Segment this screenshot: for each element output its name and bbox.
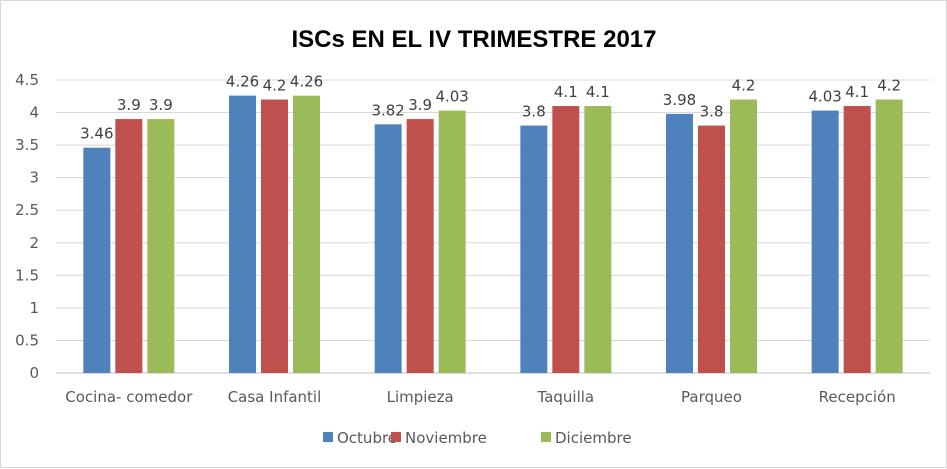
bar-octubre [374, 124, 402, 373]
y-tick-label: 1 [29, 299, 39, 317]
bar-octubre [811, 110, 839, 373]
data-label: 4.2 [263, 77, 287, 95]
y-tick-label: 1.5 [15, 266, 39, 284]
y-tick-label: 2 [29, 234, 39, 252]
bar-noviembre [698, 125, 725, 373]
data-label: 3.98 [663, 91, 696, 109]
bar-diciembre [438, 110, 466, 373]
data-label: 3.9 [149, 96, 173, 114]
bar-octubre [83, 147, 111, 373]
legend-label: Octubre [337, 429, 397, 447]
y-tick-label: 3 [29, 169, 39, 187]
bar-octubre [229, 95, 256, 374]
data-label: 3.82 [371, 101, 404, 119]
bar-diciembre [875, 99, 903, 374]
data-label: 4.1 [845, 83, 869, 101]
data-label: 3.8 [522, 103, 546, 121]
bar-octubre [520, 125, 548, 373]
x-tick-label: Recepción [819, 388, 896, 406]
data-label: 4.26 [290, 73, 323, 91]
bar-noviembre [115, 119, 143, 373]
data-label: 4.2 [732, 77, 756, 95]
y-tick-label: 4 [29, 104, 39, 122]
y-tick-label: 4.5 [15, 71, 39, 89]
bar-noviembre [406, 119, 434, 373]
bar-diciembre [147, 119, 175, 373]
legend-swatch-diciembre [541, 432, 551, 442]
y-tick-label: 0 [29, 364, 39, 382]
bar-noviembre [552, 106, 580, 374]
x-tick-label: Parqueo [681, 388, 742, 406]
legend-swatch-noviembre [391, 432, 401, 442]
data-label: 4.03 [435, 88, 468, 106]
data-label: 3.9 [408, 96, 432, 114]
x-tick-label: Casa Infantil [228, 388, 322, 406]
data-label: 3.46 [80, 125, 113, 143]
data-label: 4.1 [554, 83, 578, 101]
y-tick-label: 3.5 [15, 136, 39, 154]
y-tick-label: 0.5 [15, 331, 39, 349]
x-tick-label: Cocina- comedor [65, 388, 193, 406]
bar-diciembre [730, 99, 757, 374]
x-tick-label: Limpieza [387, 388, 454, 406]
data-label: 4.2 [877, 77, 901, 95]
x-tick-label: Taquilla [537, 388, 595, 406]
data-label: 4.1 [586, 83, 610, 101]
bar-noviembre [261, 99, 288, 374]
legend-label: Noviembre [405, 429, 487, 447]
bar-diciembre [584, 106, 612, 374]
chart-title: ISCs EN EL IV TRIMESTRE 2017 [291, 26, 656, 53]
data-label: 4.03 [808, 88, 841, 106]
bar-octubre [666, 113, 693, 373]
bar-noviembre [843, 106, 871, 374]
data-label: 3.8 [700, 103, 724, 121]
y-tick-label: 2.5 [15, 201, 39, 219]
legend-label: Diciembre [555, 429, 632, 447]
data-label: 4.26 [226, 73, 259, 91]
bar-diciembre [293, 95, 320, 374]
legend-swatch-octubre [323, 432, 333, 442]
data-label: 3.9 [117, 96, 141, 114]
